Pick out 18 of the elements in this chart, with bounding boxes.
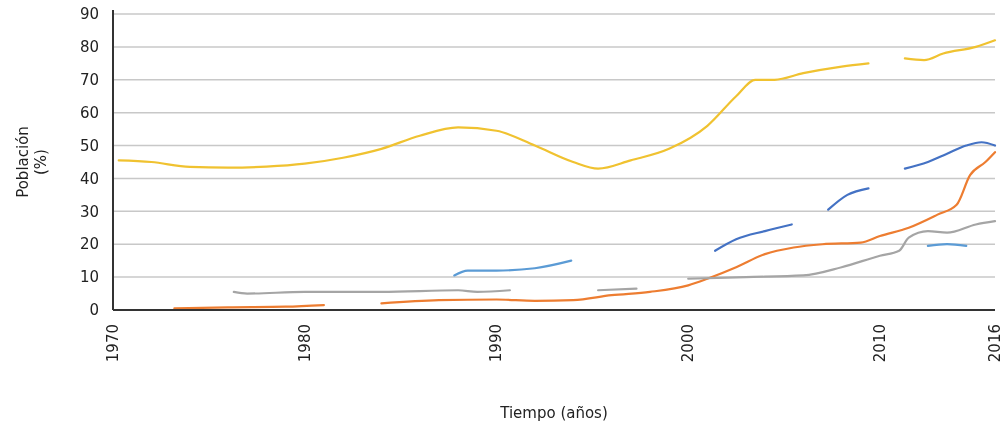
y-tick-label: 70: [79, 71, 99, 90]
x-tick-label: 1990: [487, 324, 506, 363]
x-tick-label: 2016: [986, 324, 1004, 363]
x-tick-label: 2010: [870, 324, 889, 363]
y-tick-label: 0: [89, 301, 99, 320]
y-tick-label: 30: [79, 202, 99, 221]
y-tick-label: 90: [79, 5, 99, 24]
x-tick-label: 2000: [679, 324, 698, 363]
x-tick-label: 1980: [295, 324, 314, 363]
y-tick-label: 50: [79, 136, 99, 155]
x-axis-title: Tiempo (años): [499, 404, 608, 422]
y-tick-label: 10: [79, 268, 99, 287]
y-axis-title: Población (%): [14, 126, 50, 198]
y-tick-label: 40: [79, 169, 99, 188]
x-tick-label: 1970: [104, 324, 122, 363]
y-tick-label: 60: [79, 103, 99, 122]
y-tick-label: 80: [79, 38, 99, 57]
y-tick-label: 20: [79, 235, 99, 254]
